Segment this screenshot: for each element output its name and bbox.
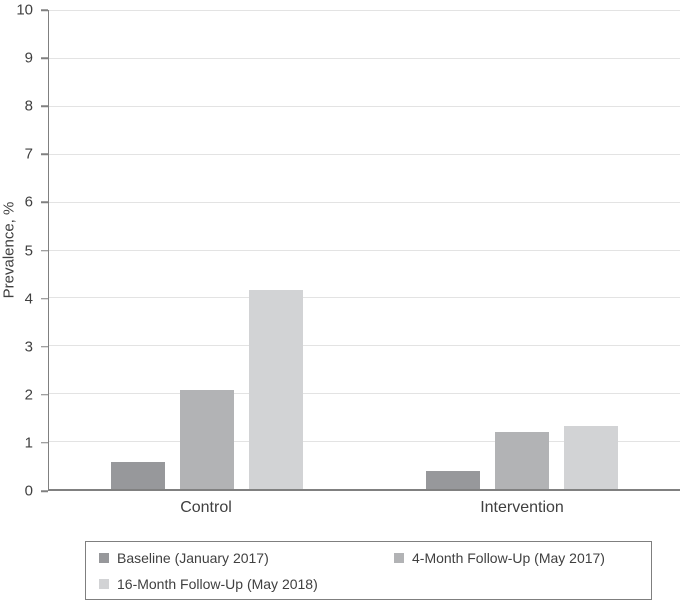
gridline-10: [49, 10, 680, 11]
y-tick-mark-5: [41, 249, 48, 252]
category-label-control: Control: [180, 499, 232, 516]
y-tick-mark-0: [41, 490, 48, 492]
y-tick-mark-6: [41, 201, 48, 204]
gridline-7: [49, 153, 680, 155]
gridline-6: [49, 201, 680, 203]
y-tick-mark-2: [41, 394, 48, 396]
legend: Baseline (January 2017) 4-Month Follow-Up…: [85, 541, 652, 600]
bar-intervention-baseline-january-2017: [426, 470, 481, 489]
y-tick-label-9: 9: [24, 49, 33, 67]
bar-control-16-month-follow-up-may-2018: [248, 289, 303, 489]
legend-item-baseline-january-2017: Baseline (January 2017): [99, 547, 394, 568]
y-tick-label-3: 3: [24, 338, 33, 356]
y-tick-label-2: 2: [24, 386, 33, 404]
y-tick-label-1: 1: [24, 434, 33, 452]
y-tick-mark-1: [41, 442, 48, 444]
y-tick-label-8: 8: [24, 97, 33, 115]
y-tick-label-5: 5: [24, 242, 33, 259]
legend-item-4-month-follow-up-may-2017: 4-Month Follow-Up (May 2017): [394, 547, 639, 568]
bar-group-intervention: [365, 10, 681, 489]
gridline-4: [49, 297, 680, 299]
y-tick-mark-7: [41, 153, 48, 156]
y-tick-label-4: 4: [24, 290, 33, 308]
bar-control-4-month-follow-up-may-2017: [179, 390, 234, 489]
y-tick-mark-3: [41, 345, 48, 348]
y-tick-mark-4: [41, 297, 48, 300]
gridlines: [49, 10, 680, 489]
y-tick-label-10: 10: [16, 1, 33, 19]
gridline-2: [49, 393, 680, 395]
x-category-labels: Control Intervention: [48, 499, 680, 517]
bar-intervention-4-month-follow-up-may-2017: [495, 432, 550, 489]
legend-swatch-icon: [394, 552, 404, 563]
plot-groups: [49, 10, 680, 489]
gridline-1: [49, 441, 680, 443]
legend-swatch-icon: [99, 552, 109, 563]
category-label-intervention: Intervention: [480, 499, 564, 516]
legend-label: Baseline (January 2017): [117, 549, 269, 566]
gridline-3: [49, 345, 680, 347]
gridline-8: [49, 105, 680, 107]
y-tick-mark-10: [41, 9, 48, 11]
legend-label: 16-Month Follow-Up (May 2018): [117, 575, 318, 592]
gridline-9: [49, 57, 680, 59]
bar-group-control: [49, 10, 365, 489]
y-tick-label-0: 0: [24, 482, 33, 500]
bar-intervention-16-month-follow-up-may-2018: [564, 425, 619, 489]
y-tick-mark-8: [41, 105, 48, 107]
y-tick-label-7: 7: [24, 145, 33, 163]
legend-label: 4-Month Follow-Up (May 2017): [412, 549, 605, 566]
plot-area: [48, 10, 680, 491]
bar-control-baseline-january-2017: [110, 462, 165, 489]
gridline-5: [49, 249, 680, 251]
legend-item-16-month-follow-up-may-2018: 16-Month Follow-Up (May 2018): [99, 573, 394, 594]
y-tick-mark-9: [41, 57, 48, 59]
legend-swatch-icon: [99, 578, 109, 589]
y-tick-label-6: 6: [24, 193, 33, 211]
y-axis: 0 1 2 3 4 5 6 7 8 9 10: [0, 3, 48, 499]
